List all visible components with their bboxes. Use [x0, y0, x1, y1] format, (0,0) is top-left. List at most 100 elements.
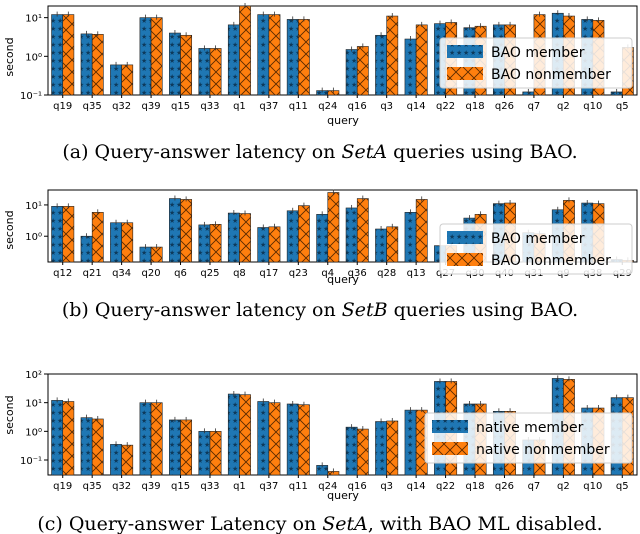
x-tick-label: q23 [289, 268, 308, 279]
bar-nonmember-q23 [298, 205, 310, 263]
legend-b-member-swatch [447, 231, 483, 244]
bar-nonmember-q20 [150, 246, 163, 263]
bar-nonmember-q13 [415, 199, 428, 263]
x-tick-label: q10 [583, 481, 602, 492]
bar-member-q15 [169, 32, 181, 96]
bar-nonmember-q25 [209, 224, 222, 263]
x-tick-label: q32 [112, 101, 131, 112]
x-tick-label: q15 [171, 481, 190, 492]
x-tick-label: q39 [142, 481, 161, 492]
bar-member-q23 [286, 210, 299, 263]
bar-member-q4 [316, 214, 329, 263]
x-tick-label: q35 [83, 481, 102, 492]
legend-b-member-label: BAO member [491, 231, 585, 247]
bar-member-q32 [110, 444, 122, 476]
bar-member-q11 [286, 19, 299, 96]
x-tick-label: q36 [348, 268, 367, 279]
x-tick-label: q13 [407, 268, 426, 279]
y-tick-label: 10⁰ [25, 427, 42, 438]
caption-a: (a) Query-answer latency on SetA queries… [62, 141, 577, 163]
legend-c-nonmember-label: native nonmember [476, 442, 610, 458]
bar-nonmember-q15 [180, 34, 193, 96]
legend-b: BAO member BAO nonmember [439, 223, 633, 275]
xlabel-b: query [327, 273, 359, 286]
x-tick-label: q37 [259, 101, 278, 112]
x-tick-label: q7 [528, 101, 541, 112]
bar-nonmember-q11 [298, 19, 310, 96]
bar-nonmember-q28 [386, 226, 399, 263]
bar-member-q15 [169, 419, 181, 476]
bar-member-q32 [110, 64, 122, 96]
bar-nonmember-q19 [62, 14, 75, 96]
bar-nonmember-q12 [62, 206, 75, 263]
legend-b-nonmember-label: BAO nonmember [491, 253, 611, 269]
bar-nonmember-q8 [239, 213, 251, 263]
x-tick-label: q18 [465, 481, 484, 492]
ylabel-a: second [3, 37, 16, 76]
bar-member-q33 [198, 431, 211, 476]
bar-member-q11 [286, 403, 299, 476]
legend-a-member-swatch [447, 45, 483, 58]
bar-nonmember-q35 [91, 418, 104, 476]
x-tick-label: q17 [259, 268, 278, 279]
x-tick-label: q28 [377, 268, 396, 279]
x-tick-label: q11 [289, 101, 308, 112]
x-tick-label: q37 [259, 481, 278, 492]
x-tick-label: q1 [233, 101, 246, 112]
x-tick-label: q26 [495, 481, 514, 492]
x-tick-label: q12 [53, 268, 72, 279]
legend-c: native member native nonmember [424, 412, 633, 464]
bar-member-q25 [198, 224, 211, 263]
x-tick-label: q3 [380, 101, 393, 112]
x-tick-label: q16 [348, 101, 367, 112]
bar-member-q20 [139, 246, 152, 263]
bar-member-q14 [404, 38, 417, 96]
bar-member-q17 [257, 227, 270, 263]
x-tick-label: q19 [53, 481, 72, 492]
bar-member-q19 [51, 400, 64, 476]
bar-member-q1 [227, 24, 240, 96]
bar-nonmember-q1 [239, 394, 251, 476]
y-tick-label: 10² [25, 370, 42, 381]
xlabel-a: query [327, 114, 359, 127]
bar-nonmember-q36 [356, 198, 369, 263]
ylabel-b: second [3, 210, 16, 249]
bar-member-q35 [80, 33, 93, 96]
bar-nonmember-q15 [180, 419, 193, 476]
bar-member-q39 [139, 402, 152, 476]
x-tick-label: q15 [171, 101, 190, 112]
ylabel-c: second [3, 395, 16, 434]
bar-member-q33 [198, 48, 211, 96]
x-tick-label: q10 [583, 101, 602, 112]
x-tick-label: q8 [233, 268, 246, 279]
bar-member-q1 [227, 393, 240, 476]
x-tick-label: q25 [200, 268, 219, 279]
bar-nonmember-q3 [386, 15, 399, 96]
bar-member-q14 [404, 409, 417, 476]
bar-member-q37 [257, 14, 270, 96]
bar-nonmember-q3 [386, 420, 399, 476]
x-tick-label: q5 [616, 101, 629, 112]
legend-c-member-swatch [432, 420, 468, 433]
bar-nonmember-q6 [180, 199, 193, 263]
x-tick-label: q33 [200, 481, 219, 492]
x-tick-label: q7 [528, 481, 541, 492]
legend-a-nonmember-swatch [447, 67, 483, 80]
y-tick-label: 10¹ [25, 399, 42, 410]
y-tick-label: 10⁻¹ [20, 91, 42, 102]
bar-member-q35 [80, 417, 93, 476]
x-tick-label: q18 [465, 101, 484, 112]
x-tick-label: q20 [142, 268, 161, 279]
bar-member-q3 [375, 421, 387, 476]
caption-b: (b) Query-answer latency on SetB queries… [62, 299, 578, 321]
legend-a-frame [439, 37, 633, 89]
bar-nonmember-q19 [62, 401, 75, 476]
y-tick-label: 10¹ [25, 201, 42, 212]
bar-member-q13 [404, 212, 417, 263]
bar-member-q12 [51, 206, 64, 263]
bar-nonmember-q39 [150, 17, 163, 96]
x-tick-label: q1 [233, 481, 246, 492]
x-tick-label: q22 [436, 481, 455, 492]
bar-member-q6 [169, 198, 181, 263]
